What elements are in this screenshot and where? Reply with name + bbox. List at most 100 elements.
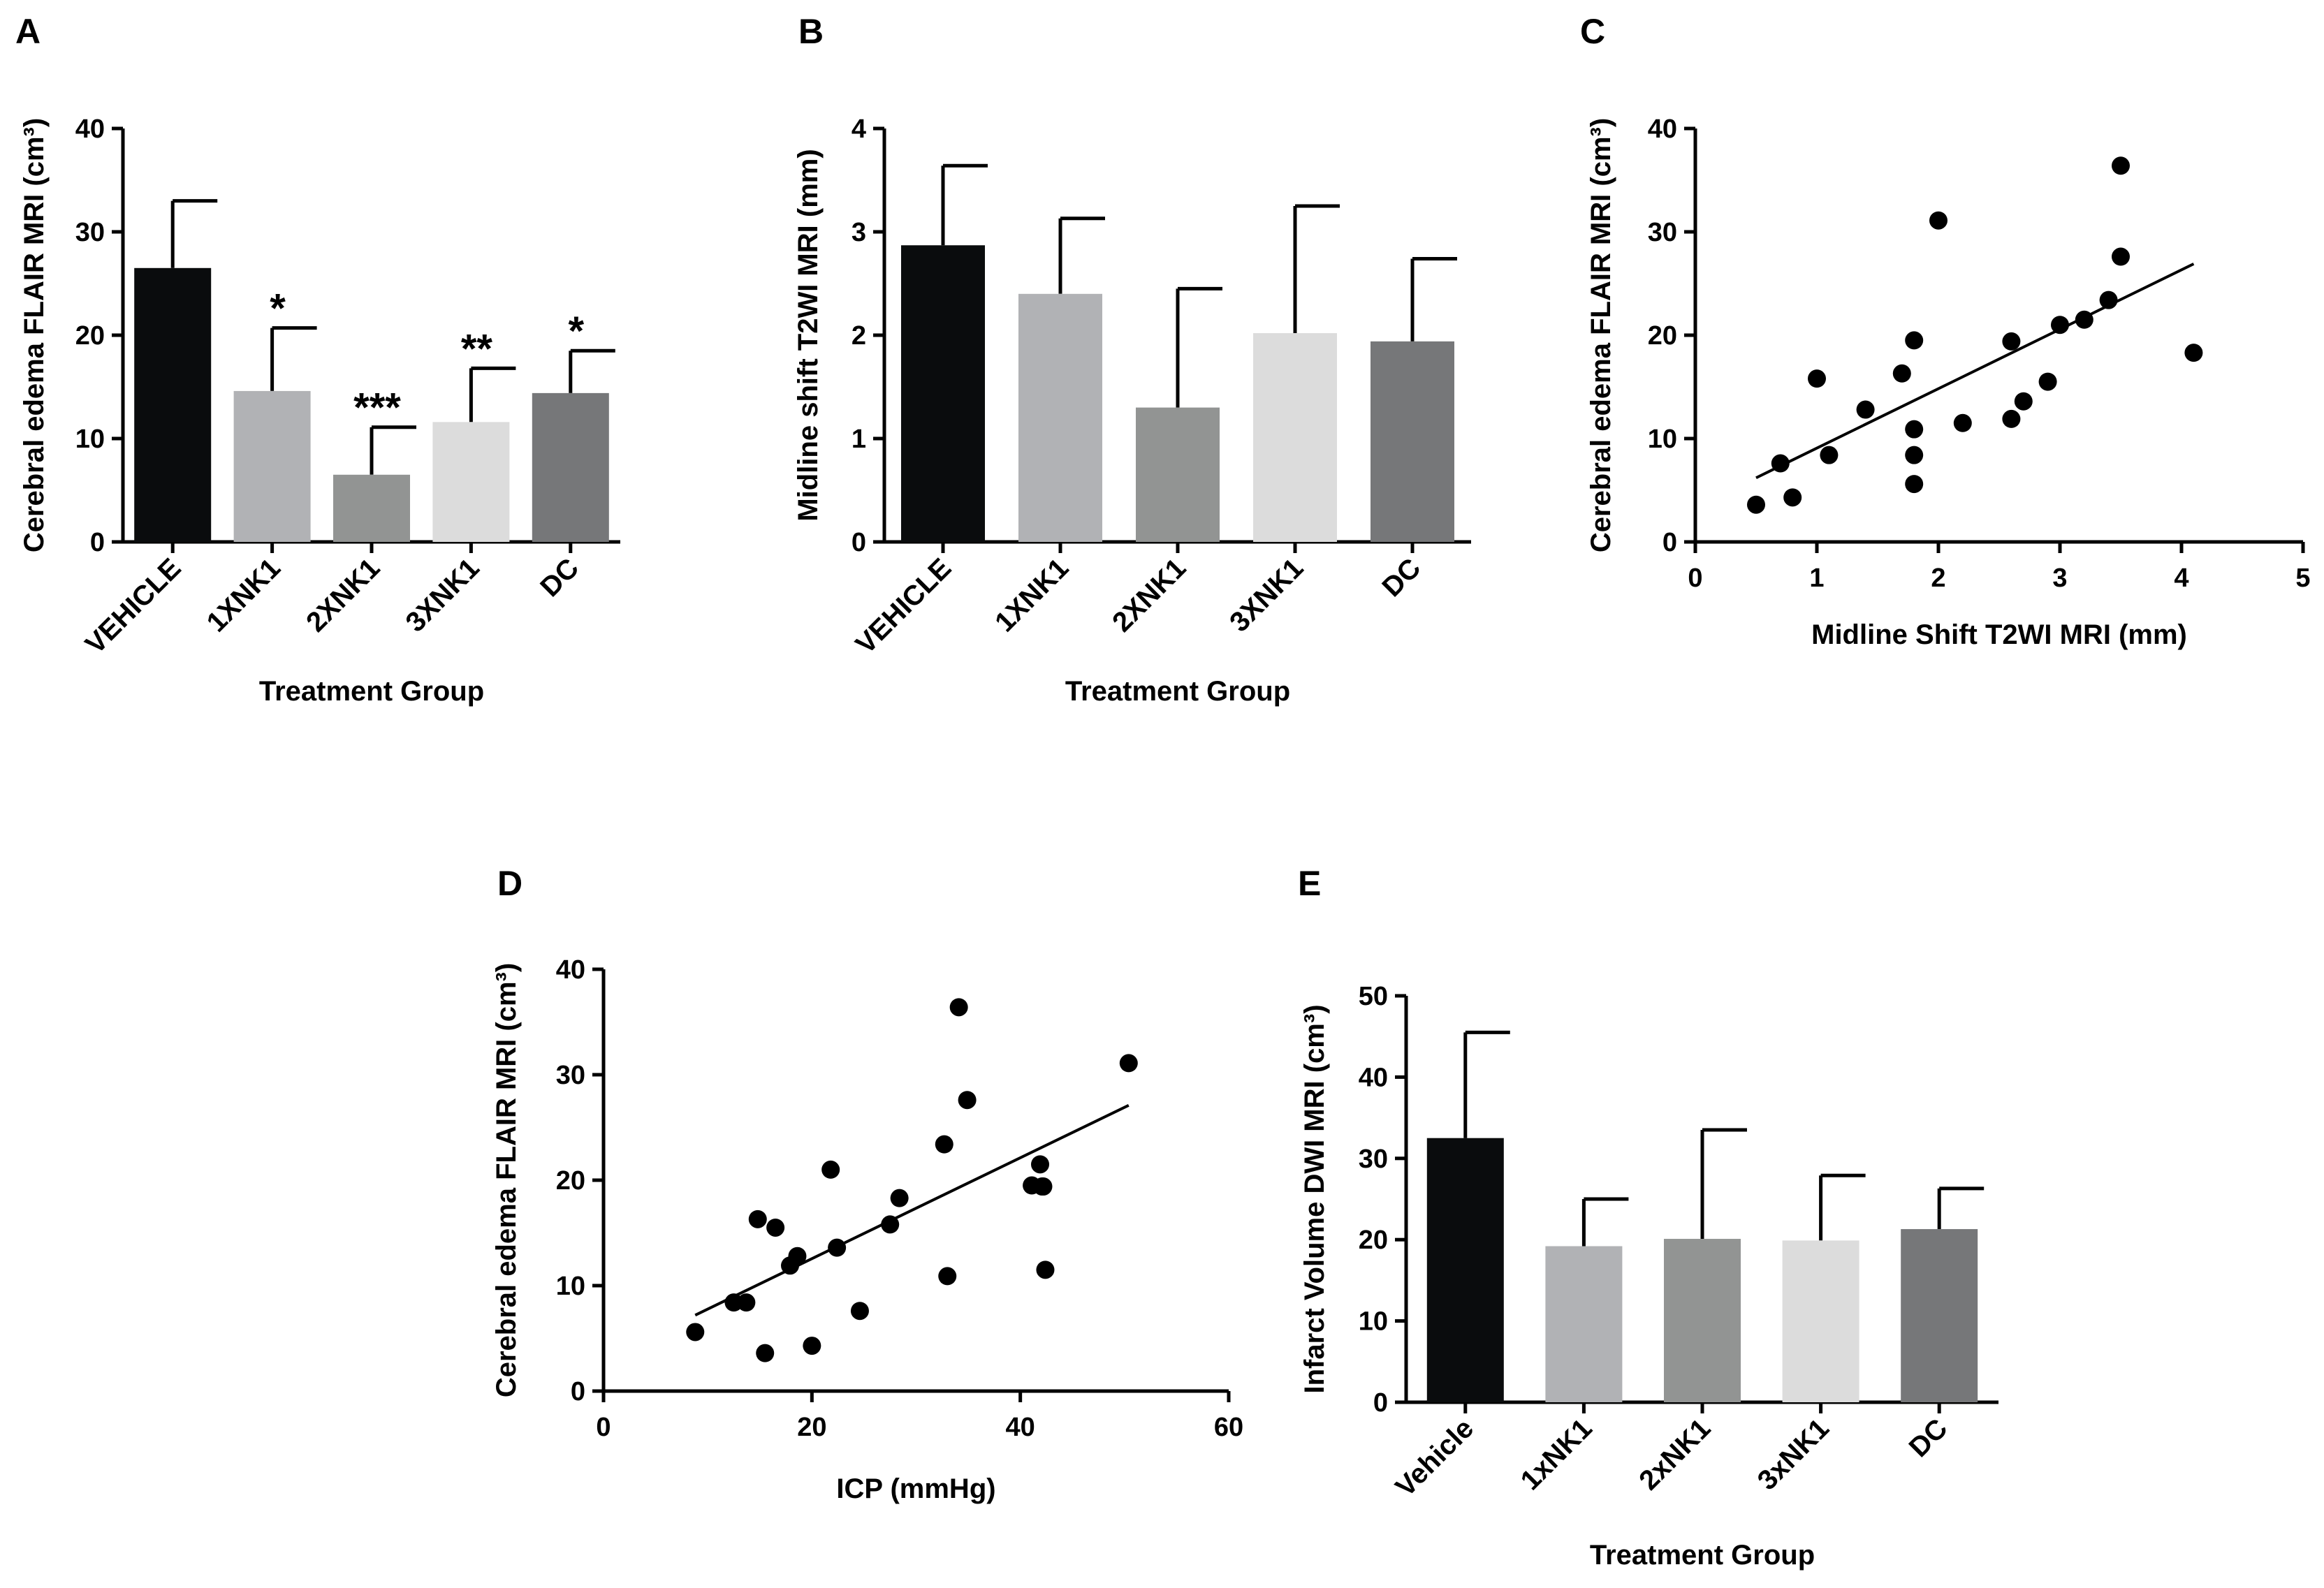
y-tick-label: 30 (1359, 1145, 1388, 1174)
y-tick-label: 50 (1359, 982, 1388, 1011)
data-point (890, 1189, 909, 1207)
y-tick-label: 40 (75, 115, 105, 144)
data-point (949, 998, 968, 1017)
data-point (828, 1238, 847, 1257)
data-point (724, 1293, 743, 1312)
data-point (2075, 310, 2093, 329)
y-tick-label: 2 (852, 321, 866, 351)
data-point (2099, 291, 2118, 309)
data-point (1905, 331, 1924, 350)
data-point (2014, 392, 2033, 411)
x-tick-label: 0 (596, 1413, 611, 1442)
x-category-label: Vehicle (1390, 1413, 1480, 1503)
data-point (756, 1344, 775, 1362)
data-point (1856, 400, 1875, 419)
data-point (2112, 156, 2130, 175)
y-tick-label: 4 (852, 115, 866, 144)
data-point (2038, 372, 2057, 391)
data-point (2002, 332, 2021, 351)
panel-letter: D (497, 864, 522, 903)
data-point (766, 1218, 785, 1237)
data-point (938, 1267, 957, 1286)
data-point (2184, 344, 2203, 362)
y-axis-label: Cerebral edema FLAIR MRI (cm³) (19, 118, 50, 552)
x-category-label: DC (1903, 1413, 1954, 1463)
data-point (788, 1247, 807, 1265)
data-point (1119, 1054, 1138, 1073)
panel-d: D 0 10 20 30 40 Cerebral edema FLAIR MRI (cm³)… (491, 864, 1243, 1504)
y-tick-label: 10 (1359, 1307, 1388, 1337)
x-category-label: 3xNK1 (1752, 1413, 1835, 1496)
regression-line (1755, 263, 2195, 480)
data-point (1953, 413, 1972, 432)
x-tick-label: 3 (2052, 564, 2067, 593)
y-axis-label: Cerebral edema FLAIR MRI (cm³) (491, 963, 522, 1397)
bar (1664, 1239, 1741, 1402)
data-point (1031, 1155, 1050, 1174)
significance-marker: ** (461, 326, 493, 372)
y-tick-label: 20 (75, 321, 105, 351)
x-axis-label: ICP (mmHg) (836, 1473, 995, 1504)
y-tick-label: 10 (75, 425, 105, 454)
data-point (2051, 316, 2069, 334)
panel-c: C 0 10 20 30 40 Cerebral edema FLAIR MRI (cm³)… (1580, 12, 2311, 650)
significance-marker: * (270, 286, 286, 332)
y-tick-label: 10 (1648, 425, 1677, 454)
bar (1782, 1240, 1859, 1402)
x-tick-label: 0 (1688, 564, 1702, 593)
bar (1018, 293, 1102, 542)
data-point (1905, 446, 1924, 464)
x-category-label: DC (1376, 552, 1426, 603)
y-tick-label: 40 (1648, 115, 1677, 144)
x-tick-label: 20 (797, 1413, 826, 1442)
data-point (958, 1091, 977, 1110)
y-tick-label: 30 (75, 218, 105, 247)
x-category-label: 2xNK1 (1633, 1413, 1716, 1496)
data-point (881, 1215, 900, 1234)
significance-marker: * (569, 309, 585, 354)
x-category-label: VEHICLE (80, 552, 187, 660)
y-tick-label: 20 (1648, 321, 1677, 351)
data-point (821, 1160, 840, 1179)
panel-e: E 0 10 20 30 40 50 Infarct Volume DWI MRI (cm³)… (1298, 864, 1998, 1571)
x-category-label: 2XNK1 (300, 552, 386, 638)
y-tick-label: 20 (1359, 1226, 1388, 1255)
data-point (1905, 420, 1924, 439)
panel-letter: E (1298, 864, 1321, 903)
data-point (1783, 488, 1802, 507)
y-tick-label: 30 (556, 1061, 585, 1090)
y-tick-label: 30 (1648, 218, 1677, 247)
panel-letter: A (15, 12, 41, 51)
x-category-label: 1xNK1 (1515, 1413, 1598, 1496)
data-point (1034, 1177, 1053, 1196)
x-category-label: 1XNK1 (989, 552, 1074, 638)
panel-letter: B (798, 12, 824, 51)
data-point (2002, 409, 2021, 428)
bar (1426, 1138, 1504, 1402)
bar (1371, 341, 1454, 542)
y-tick-label: 3 (852, 218, 866, 247)
y-tick-label: 40 (556, 955, 585, 985)
data-point (1808, 369, 1826, 388)
y-tick-label: 20 (556, 1166, 585, 1196)
x-tick-label: 2 (1931, 564, 1945, 593)
data-point (737, 1293, 756, 1312)
data-point (686, 1323, 705, 1341)
panel-a: A 0 10 20 30 40 Cerebral edema FLAIR MRI (cm³)… (15, 12, 620, 707)
bar (333, 474, 410, 542)
data-point (748, 1210, 767, 1228)
x-tick-label: 1 (1809, 564, 1824, 593)
panel-b: B 0 1 2 3 4 Midline shift T2WI MRI (mm) VEHICLE… (793, 12, 1471, 707)
panel-letter: C (1580, 12, 1605, 51)
y-tick-label: 0 (1373, 1388, 1388, 1418)
x-category-label: 1XNK1 (201, 552, 286, 638)
y-axis-label: Cerebral edema FLAIR MRI (cm³) (1586, 118, 1616, 552)
data-point (935, 1135, 953, 1154)
bar (233, 390, 311, 542)
bar (1253, 333, 1337, 542)
data-point (1747, 495, 1765, 514)
y-tick-label: 0 (852, 528, 866, 557)
data-point (1036, 1260, 1055, 1279)
data-point (850, 1302, 869, 1321)
